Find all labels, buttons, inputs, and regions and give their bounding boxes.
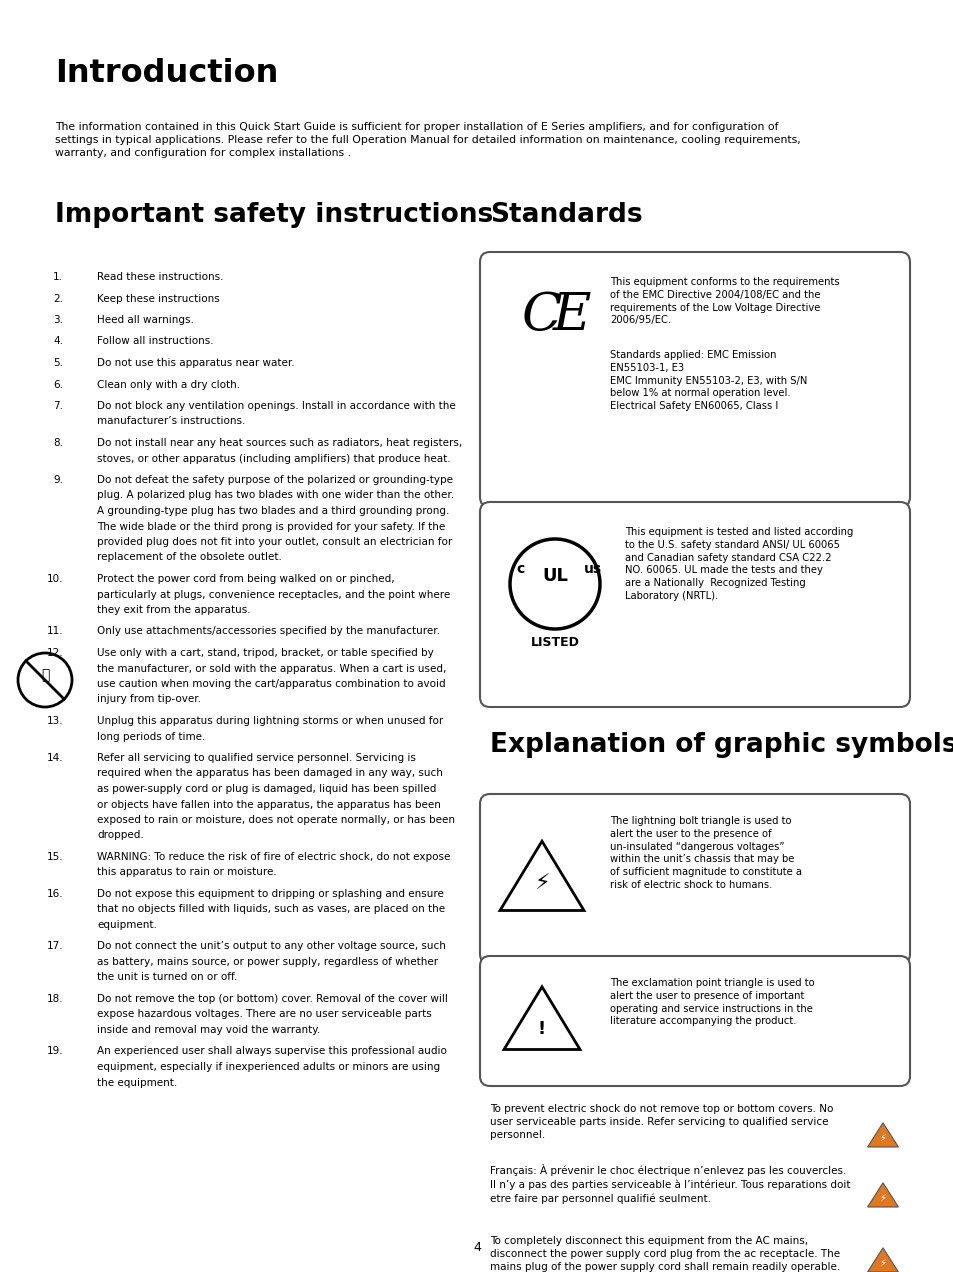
Text: UL: UL: [541, 567, 567, 585]
Text: inside and removal may void the warranty.: inside and removal may void the warranty…: [97, 1025, 320, 1035]
Text: Do not expose this equipment to dripping or splashing and ensure: Do not expose this equipment to dripping…: [97, 889, 443, 899]
Text: Français: À prévenir le choc électrique n’enlevez pas les couvercles.
Il n’y a p: Français: À prévenir le choc électrique …: [490, 1164, 850, 1203]
Text: The wide blade or the third prong is provided for your safety. If the: The wide blade or the third prong is pro…: [97, 522, 445, 532]
Text: Read these instructions.: Read these instructions.: [97, 272, 223, 282]
Polygon shape: [866, 1248, 898, 1272]
FancyBboxPatch shape: [479, 252, 909, 508]
Text: Keep these instructions: Keep these instructions: [97, 294, 219, 304]
Text: This equipment is tested and listed according
to the U.S. safety standard ANSI/ : This equipment is tested and listed acco…: [624, 527, 853, 600]
Text: long periods of time.: long periods of time.: [97, 731, 205, 742]
Text: Clean only with a dry cloth.: Clean only with a dry cloth.: [97, 379, 240, 389]
Text: 19.: 19.: [47, 1047, 63, 1057]
Text: Do not defeat the safety purpose of the polarized or grounding-type: Do not defeat the safety purpose of the …: [97, 474, 453, 485]
Text: 1.: 1.: [53, 272, 63, 282]
Text: 3.: 3.: [53, 315, 63, 326]
Text: Do not use this apparatus near water.: Do not use this apparatus near water.: [97, 357, 294, 368]
Text: A grounding-type plug has two blades and a third grounding prong.: A grounding-type plug has two blades and…: [97, 506, 449, 516]
Text: as power-supply cord or plug is damaged, liquid has been spilled: as power-supply cord or plug is damaged,…: [97, 784, 436, 794]
Text: c: c: [516, 562, 523, 576]
Text: Use only with a cart, stand, tripod, bracket, or table specified by: Use only with a cart, stand, tripod, bra…: [97, 647, 434, 658]
Text: 6.: 6.: [53, 379, 63, 389]
Text: Standards: Standards: [490, 202, 642, 228]
Text: as battery, mains source, or power supply, regardless of whether: as battery, mains source, or power suppl…: [97, 957, 437, 967]
Text: This equipment conforms to the requirements
of the EMC Directive 2004/108/EC and: This equipment conforms to the requireme…: [609, 277, 839, 326]
Text: Do not remove the top (or bottom) cover. Removal of the cover will: Do not remove the top (or bottom) cover.…: [97, 993, 447, 1004]
Text: The lightning bolt triangle is used to
alert the user to the presence of
un-insu: The lightning bolt triangle is used to a…: [609, 817, 801, 890]
Text: plug. A polarized plug has two blades with one wider than the other.: plug. A polarized plug has two blades wi…: [97, 491, 454, 500]
Text: particularly at plugs, convenience receptacles, and the point where: particularly at plugs, convenience recep…: [97, 589, 450, 599]
Text: the manufacturer, or sold with the apparatus. When a cart is used,: the manufacturer, or sold with the appar…: [97, 664, 446, 673]
Text: equipment.: equipment.: [97, 920, 156, 930]
Text: !: !: [537, 1020, 545, 1038]
Text: 8.: 8.: [53, 438, 63, 448]
Text: they exit from the apparatus.: they exit from the apparatus.: [97, 605, 251, 614]
Text: Explanation of graphic symbols: Explanation of graphic symbols: [490, 731, 953, 758]
Text: exposed to rain or moisture, does not operate normally, or has been: exposed to rain or moisture, does not op…: [97, 815, 455, 826]
Text: Do not connect the unit’s output to any other voltage source, such: Do not connect the unit’s output to any …: [97, 941, 445, 951]
Text: dropped.: dropped.: [97, 831, 144, 841]
Text: equipment, especially if inexperienced adults or minors are using: equipment, especially if inexperienced a…: [97, 1062, 439, 1072]
Text: manufacturer’s instructions.: manufacturer’s instructions.: [97, 416, 245, 426]
Text: Unplug this apparatus during lightning storms or when unused for: Unplug this apparatus during lightning s…: [97, 716, 443, 726]
Text: replacement of the obsolete outlet.: replacement of the obsolete outlet.: [97, 552, 281, 562]
Text: us: us: [583, 562, 601, 576]
Text: Introduction: Introduction: [55, 59, 278, 89]
Text: 9.: 9.: [53, 474, 63, 485]
Text: WARNING: To reduce the risk of fire of electric shock, do not expose: WARNING: To reduce the risk of fire of e…: [97, 852, 450, 862]
Text: the equipment.: the equipment.: [97, 1077, 177, 1088]
Text: that no objects filled with liquids, such as vases, are placed on the: that no objects filled with liquids, suc…: [97, 904, 445, 915]
Polygon shape: [866, 1123, 898, 1147]
FancyBboxPatch shape: [479, 957, 909, 1086]
Text: 14.: 14.: [47, 753, 63, 763]
Text: Standards applied: EMC Emission
EN55103-1, E3
EMC Immunity EN55103-2, E3, with S: Standards applied: EMC Emission EN55103-…: [609, 350, 806, 411]
Text: 4: 4: [473, 1241, 480, 1254]
Text: Refer all servicing to qualified service personnel. Servicing is: Refer all servicing to qualified service…: [97, 753, 416, 763]
Text: Do not install near any heat sources such as radiators, heat registers,: Do not install near any heat sources suc…: [97, 438, 462, 448]
Text: stoves, or other apparatus (including amplifiers) that produce heat.: stoves, or other apparatus (including am…: [97, 454, 450, 463]
Text: 13.: 13.: [47, 716, 63, 726]
Polygon shape: [866, 1183, 898, 1207]
Text: To completely disconnect this equipment from the AC mains,
disconnect the power : To completely disconnect this equipment …: [490, 1236, 840, 1272]
Text: ⚡: ⚡: [534, 874, 549, 894]
Text: ⚡: ⚡: [879, 1193, 885, 1203]
Text: 12.: 12.: [47, 647, 63, 658]
Text: Important safety instructions: Important safety instructions: [55, 202, 493, 228]
Text: the unit is turned on or off.: the unit is turned on or off.: [97, 973, 237, 982]
Text: provided plug does not fit into your outlet, consult an electrician for: provided plug does not fit into your out…: [97, 537, 452, 547]
Text: Only use attachments/accessories specified by the manufacturer.: Only use attachments/accessories specifi…: [97, 627, 439, 636]
Text: 4.: 4.: [53, 337, 63, 346]
Text: Heed all warnings.: Heed all warnings.: [97, 315, 193, 326]
Text: or objects have fallen into the apparatus, the apparatus has been: or objects have fallen into the apparatu…: [97, 800, 440, 809]
Text: LISTED: LISTED: [530, 636, 578, 649]
Text: The information contained in this Quick Start Guide is sufficient for proper ins: The information contained in this Quick …: [55, 122, 800, 159]
Text: ⚡: ⚡: [879, 1258, 885, 1268]
Text: expose hazardous voltages. There are no user serviceable parts: expose hazardous voltages. There are no …: [97, 1010, 432, 1019]
FancyBboxPatch shape: [479, 794, 909, 964]
Text: ⚡: ⚡: [879, 1133, 885, 1144]
Text: 15.: 15.: [47, 852, 63, 862]
Text: Protect the power cord from being walked on or pinched,: Protect the power cord from being walked…: [97, 574, 395, 584]
Text: An experienced user shall always supervise this professional audio: An experienced user shall always supervi…: [97, 1047, 446, 1057]
Text: 2.: 2.: [53, 294, 63, 304]
Text: Do not block any ventilation openings. Install in accordance with the: Do not block any ventilation openings. I…: [97, 401, 456, 411]
Text: 7.: 7.: [53, 401, 63, 411]
Text: 16.: 16.: [47, 889, 63, 899]
Text: 5.: 5.: [53, 357, 63, 368]
Text: The exclamation point triangle is used to
alert the user to presence of importan: The exclamation point triangle is used t…: [609, 978, 814, 1027]
Text: 18.: 18.: [47, 993, 63, 1004]
Text: Follow all instructions.: Follow all instructions.: [97, 337, 213, 346]
Text: 🛒: 🛒: [41, 668, 50, 682]
FancyBboxPatch shape: [479, 502, 909, 707]
Text: 17.: 17.: [47, 941, 63, 951]
Text: C: C: [521, 290, 561, 341]
Text: use caution when moving the cart/apparatus combination to avoid: use caution when moving the cart/apparat…: [97, 679, 445, 689]
Text: injury from tip-over.: injury from tip-over.: [97, 695, 201, 705]
Text: 10.: 10.: [47, 574, 63, 584]
Text: To prevent electric shock do not remove top or bottom covers. No
user serviceabl: To prevent electric shock do not remove …: [490, 1104, 833, 1141]
Text: required when the apparatus has been damaged in any way, such: required when the apparatus has been dam…: [97, 768, 442, 778]
Text: 11.: 11.: [47, 627, 63, 636]
Text: this apparatus to rain or moisture.: this apparatus to rain or moisture.: [97, 868, 276, 878]
Text: E: E: [552, 290, 591, 341]
